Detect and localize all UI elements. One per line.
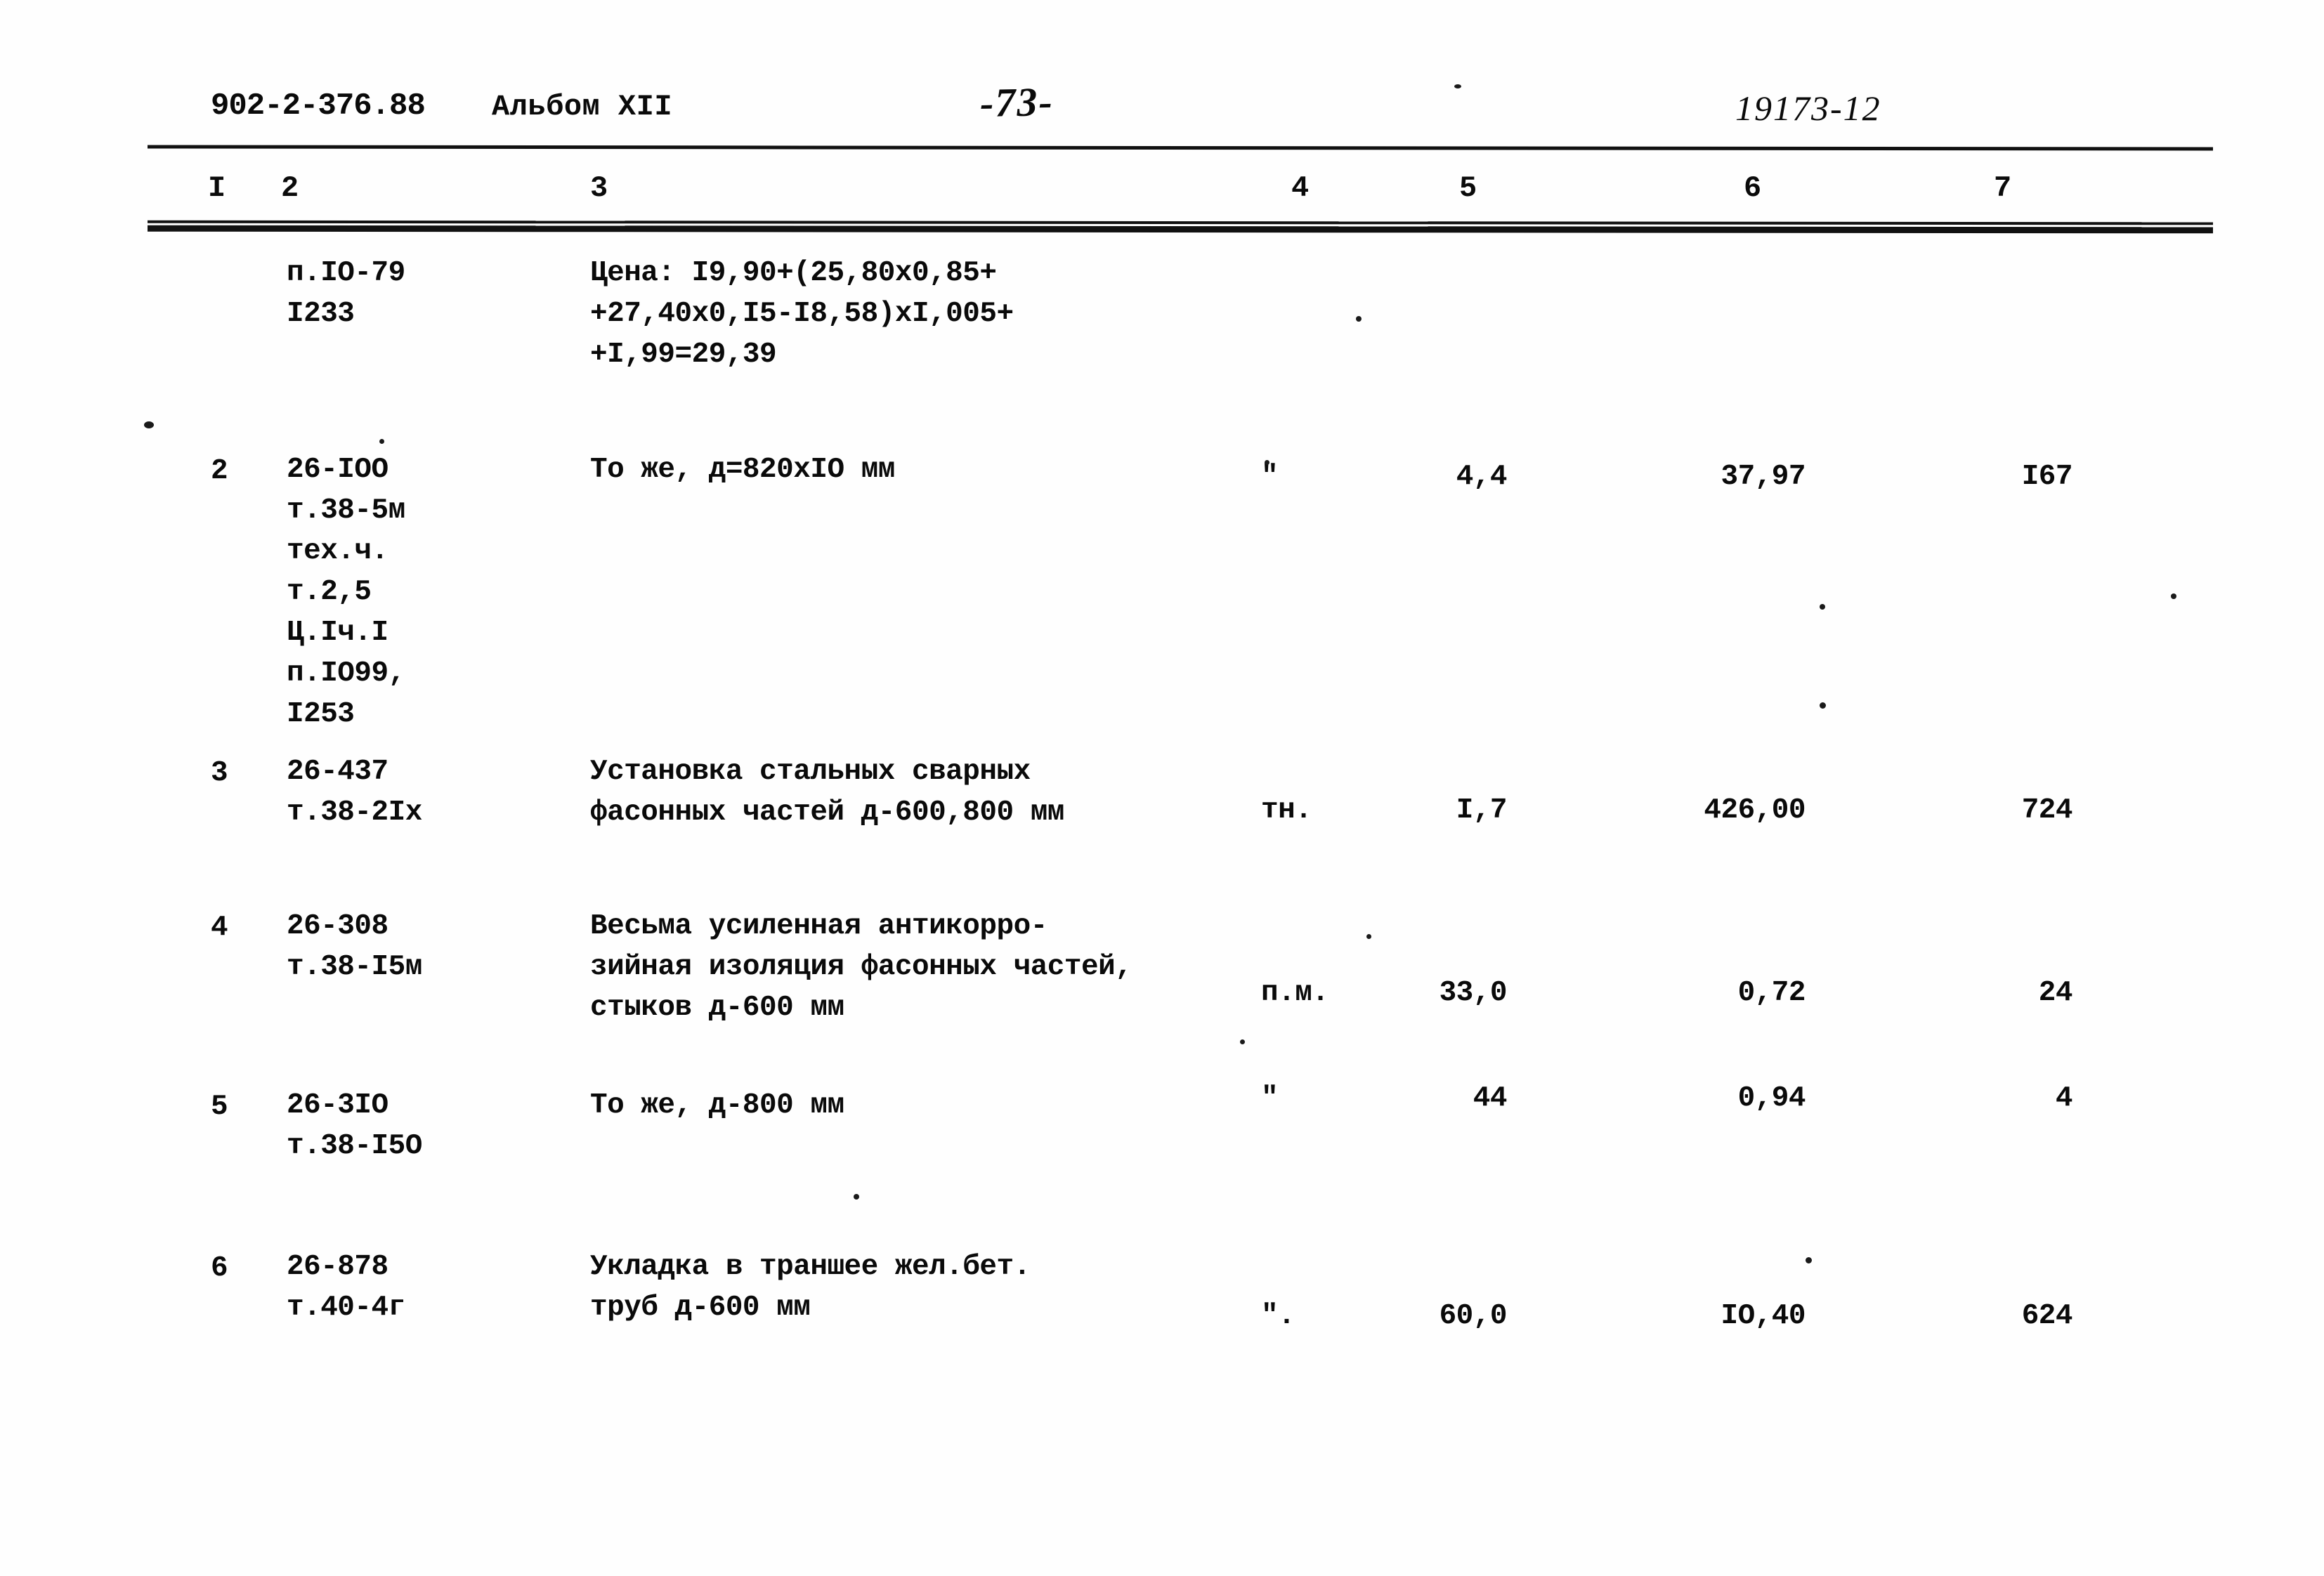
column-header-3: 3 bbox=[590, 171, 608, 205]
scan-speck bbox=[379, 439, 384, 444]
row-index: 6 bbox=[211, 1252, 228, 1285]
row-index: 5 bbox=[211, 1091, 228, 1123]
row-code: п.IO-79 I233 bbox=[287, 257, 405, 330]
row-quantity: I,7 bbox=[1456, 794, 1508, 827]
scan-speck bbox=[1366, 934, 1371, 939]
row-quantity: 4,4 bbox=[1456, 461, 1508, 493]
scan-speck bbox=[1356, 316, 1362, 322]
row-code: 26-437 т.38-2Iх bbox=[287, 756, 422, 829]
scan-speck bbox=[1820, 702, 1826, 709]
row-unit-price: 0,94 bbox=[1737, 1082, 1806, 1115]
row-unit-price: 37,97 bbox=[1721, 461, 1806, 493]
header-rule-middle bbox=[147, 220, 2214, 225]
column-header-7: 7 bbox=[1994, 171, 2012, 205]
scan-speck bbox=[144, 421, 154, 428]
row-unit: тн. bbox=[1261, 794, 1312, 827]
row-unit-price: 0,72 bbox=[1737, 977, 1806, 1009]
row-unit: " bbox=[1261, 461, 1279, 493]
scan-speck bbox=[1240, 1039, 1245, 1044]
row-quantity: 60,0 bbox=[1439, 1300, 1508, 1332]
row-index: 2 bbox=[211, 455, 228, 487]
scan-speck bbox=[854, 1194, 859, 1200]
archive-code: 19173-12 bbox=[1735, 88, 1881, 128]
row-code: 26-878 т.40-4г bbox=[287, 1251, 405, 1324]
row-unit: " bbox=[1261, 1082, 1279, 1115]
row-total: I67 bbox=[2021, 461, 2073, 493]
scan-speck bbox=[1806, 1257, 1812, 1263]
row-description: Установка стальных сварных фасонных часте… bbox=[590, 756, 1064, 829]
header-rule-bottom bbox=[147, 225, 2214, 234]
row-unit: п.м. bbox=[1261, 977, 1329, 1009]
row-index: 4 bbox=[211, 912, 228, 944]
column-header-2: 2 bbox=[281, 171, 299, 205]
row-quantity: 44 bbox=[1473, 1082, 1508, 1115]
column-header-1: I bbox=[208, 171, 226, 205]
scan-speck bbox=[1820, 604, 1825, 610]
row-unit: ". bbox=[1261, 1300, 1295, 1332]
row-unit-price: IO,40 bbox=[1721, 1300, 1806, 1332]
row-code: 26-308 т.38-I5м bbox=[287, 910, 422, 983]
row-code: 26-3IO т.38-I5O bbox=[287, 1089, 422, 1162]
row-total: 24 bbox=[2038, 977, 2073, 1009]
row-description: То же, д=820xIO мм bbox=[590, 454, 895, 486]
row-description: То же, д-800 мм bbox=[590, 1089, 844, 1122]
row-total: 4 bbox=[2055, 1082, 2073, 1115]
row-code: 26-IOO т.38-5м тех.ч. т.2,5 Ц.Iч.I п.IO99, I25… bbox=[287, 454, 405, 730]
column-header-6: 6 bbox=[1744, 171, 1762, 205]
row-unit-price: 426,00 bbox=[1704, 794, 1806, 827]
scan-speck bbox=[1454, 84, 1461, 88]
document-code: 902-2-376.88 bbox=[211, 88, 426, 124]
album-label: Альбом XII bbox=[492, 90, 673, 124]
row-total: 724 bbox=[2021, 794, 2073, 827]
column-header-5: 5 bbox=[1459, 171, 1477, 205]
row-quantity: 33,0 bbox=[1439, 977, 1508, 1009]
column-header-4: 4 bbox=[1291, 171, 1310, 205]
row-description: Весьма усиленная антикорро-зийная изоляц… bbox=[590, 910, 1132, 1024]
row-description: Цена: I9,90+(25,80x0,85+ +27,40x0,I5-I8,5… bbox=[590, 257, 1014, 371]
scan-speck bbox=[1265, 460, 1269, 465]
row-total: 624 bbox=[2021, 1300, 2073, 1332]
header-rule-top bbox=[147, 145, 2214, 151]
row-index: 3 bbox=[211, 757, 228, 789]
page-number: -73- bbox=[979, 78, 1055, 126]
row-description: Укладка в траншее жел.бет. труб д-600 мм bbox=[590, 1251, 1031, 1324]
scan-speck bbox=[2171, 593, 2176, 599]
